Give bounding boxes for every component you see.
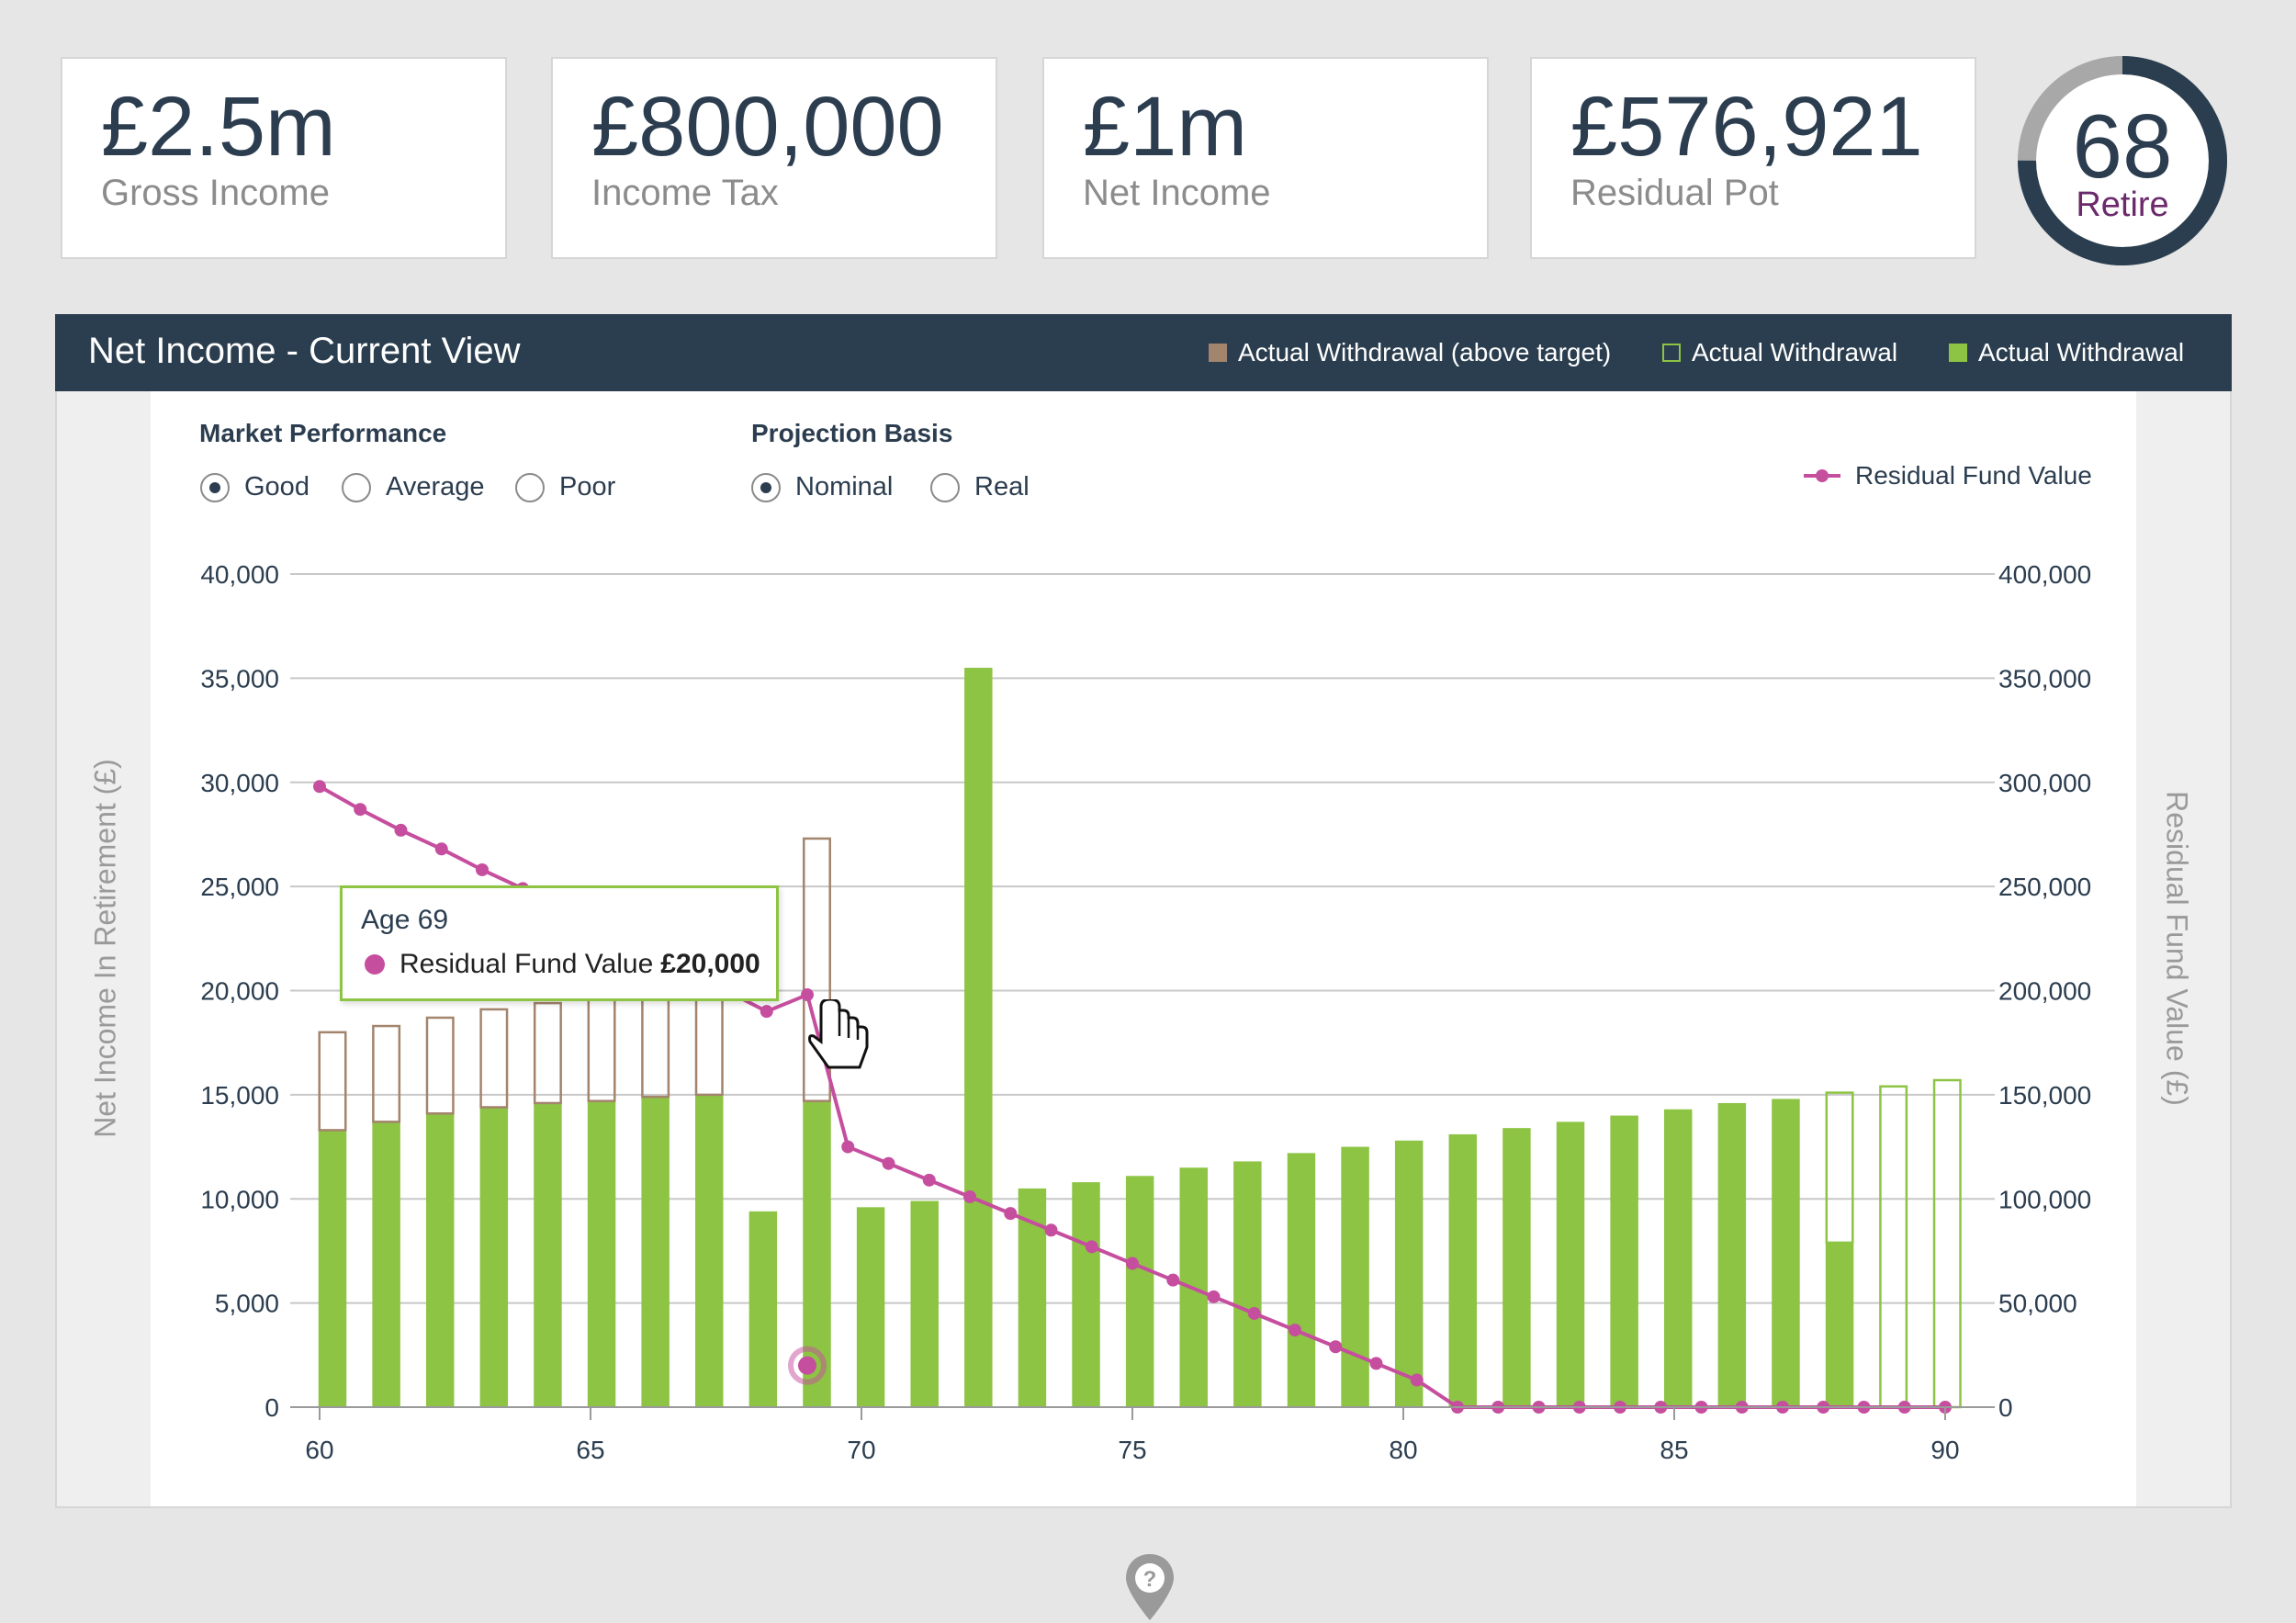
y-axis-title-left: Net Income In Retirement (£): [88, 759, 122, 1138]
legend-above-target[interactable]: Actual Withdrawal (above target): [1209, 338, 1611, 367]
stat-card-income-tax: £800,000 Income Tax: [551, 57, 997, 259]
radio-circle-icon: [515, 472, 545, 502]
legend-label: Residual Fund Value: [1855, 461, 2092, 490]
pointer-hand-icon: [808, 999, 869, 1069]
radio-nominal[interactable]: Nominal: [751, 472, 893, 502]
panel-header: Net Income - Current View Actual Withdra…: [55, 314, 2232, 391]
svg-text:?: ?: [1143, 1567, 1157, 1592]
stat-value: £800,000: [591, 80, 944, 174]
radio-label: Nominal: [795, 472, 894, 502]
stat-value: £2.5m: [101, 80, 336, 174]
radio-poor[interactable]: Poor: [515, 472, 615, 502]
legend-label: Actual Withdrawal (above target): [1238, 338, 1612, 366]
projection-basis-title: Projection Basis: [751, 419, 953, 447]
legend-label: Actual Withdrawal: [1978, 338, 2185, 366]
tooltip-value: £20,000: [660, 949, 760, 979]
tooltip-series: Residual Fund Value: [400, 949, 654, 979]
radio-circle-icon: [342, 472, 371, 502]
radio-circle-icon: [751, 472, 781, 502]
stat-value: £576,921: [1570, 80, 1923, 174]
retire-age: 68: [2072, 96, 2173, 197]
y-axis-title-right: Residual Fund Value (£): [2160, 791, 2194, 1106]
tooltip-age: Age 69: [361, 905, 449, 935]
retire-label: Retire: [2076, 186, 2169, 224]
radio-average[interactable]: Average: [342, 472, 485, 502]
legend-label: Actual Withdrawal: [1692, 338, 1898, 366]
radio-label: Good: [244, 472, 310, 502]
retire-age-gauge[interactable]: 68 Retire: [2015, 53, 2230, 268]
radio-label: Average: [386, 472, 485, 502]
retire-ring-icon: [2018, 56, 2227, 265]
radio-label: Poor: [559, 472, 616, 502]
legend-swatch-outline: [1662, 344, 1681, 362]
stat-label: Net Income: [1083, 173, 1271, 213]
stat-label: Gross Income: [101, 173, 330, 213]
legend-residual-fund-value[interactable]: Residual Fund Value: [1802, 461, 2092, 490]
legend-swatch-above-target: [1209, 344, 1227, 362]
line-marker-icon: [1804, 469, 1840, 482]
radio-circle-icon: [930, 472, 960, 502]
tooltip-row: Residual Fund Value £20,000: [365, 949, 760, 980]
stat-card-residual-pot: £576,921 Residual Pot: [1530, 57, 1976, 259]
market-performance-title: Market Performance: [199, 419, 447, 447]
stat-label: Income Tax: [591, 173, 779, 213]
tooltip: Age 69 Residual Fund Value £20,000: [340, 885, 779, 1001]
legend-withdrawal-outline[interactable]: Actual Withdrawal: [1662, 338, 1897, 367]
stat-card-net-income: £1m Net Income: [1042, 57, 1489, 259]
series-dot-icon: [365, 954, 385, 975]
stat-value: £1m: [1083, 80, 1247, 174]
legend-withdrawal-filled[interactable]: Actual Withdrawal: [1949, 338, 2184, 367]
stat-card-gross-income: £2.5m Gross Income: [61, 57, 507, 259]
radio-circle-icon: [200, 472, 230, 502]
help-pin-icon[interactable]: ?: [1124, 1552, 1176, 1622]
stat-label: Residual Pot: [1570, 173, 1779, 213]
radio-good[interactable]: Good: [200, 472, 310, 502]
panel-title: Net Income - Current View: [88, 331, 521, 371]
radio-label: Real: [974, 472, 1030, 502]
radio-real[interactable]: Real: [930, 472, 1030, 502]
legend-swatch-filled: [1949, 344, 1967, 362]
